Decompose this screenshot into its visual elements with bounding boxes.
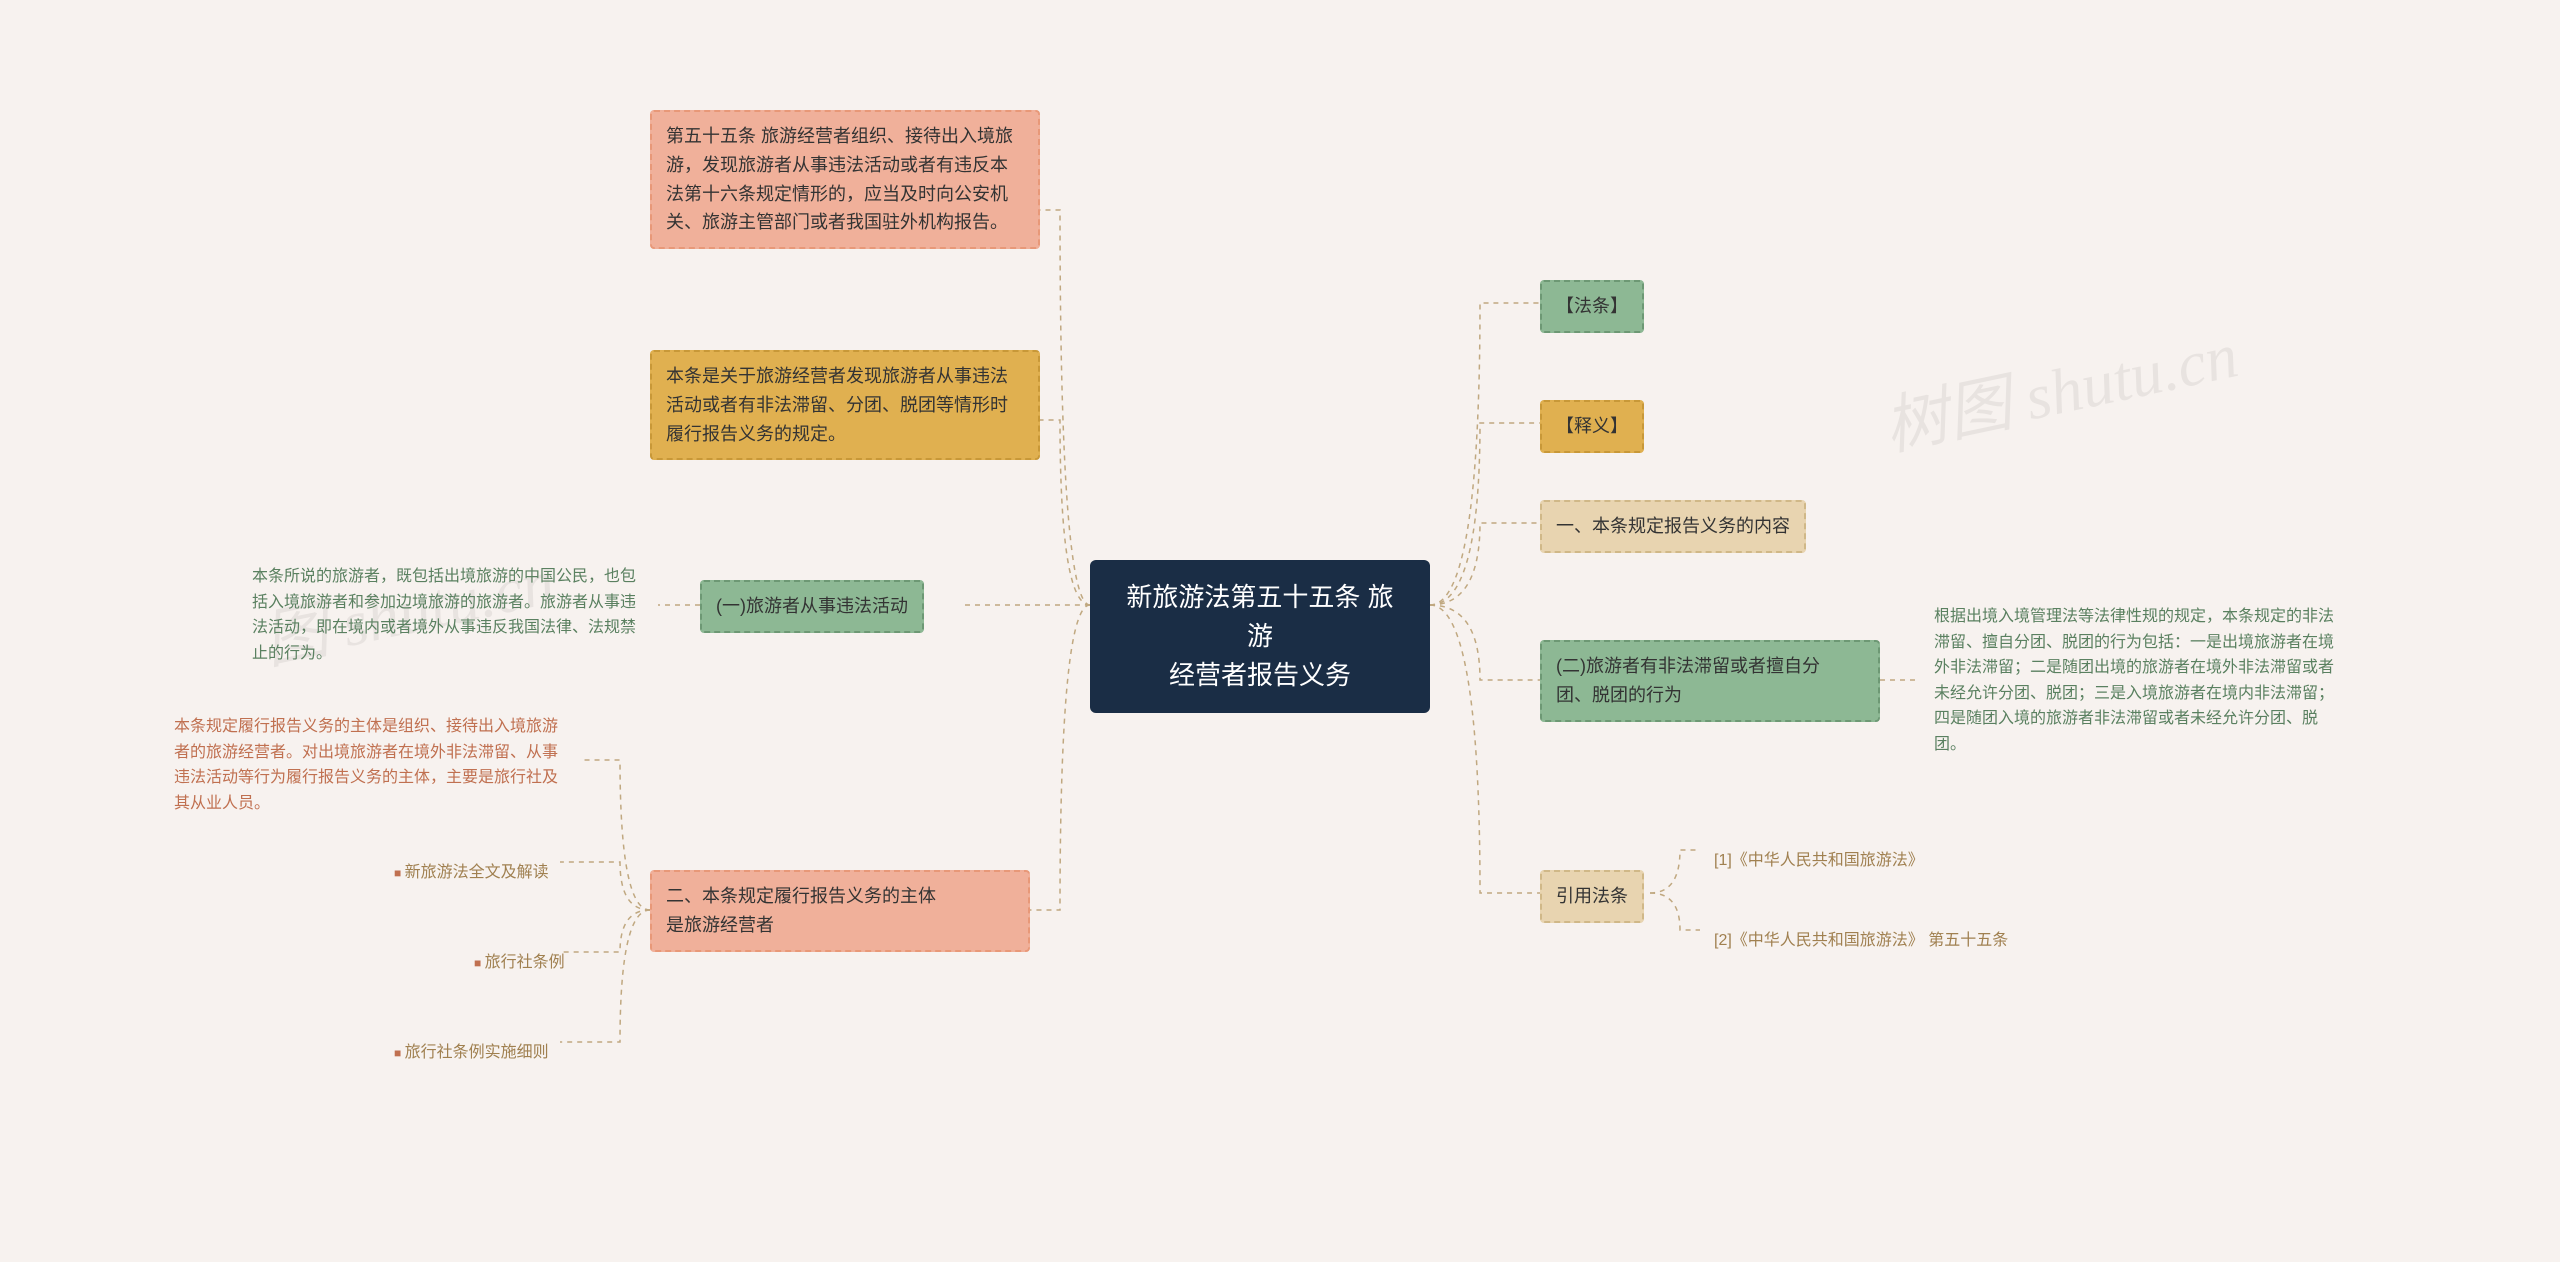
- right-law-label: 【法条】: [1540, 280, 1644, 333]
- left-ref-1: 新旅游法全文及解读: [380, 850, 563, 896]
- right-citation-2: [2]《中华人民共和国旅游法》 第五十五条: [1700, 918, 2022, 964]
- right-section-2-detail: 根据出境入境管理法等法律性规的规定，本条规定的非法滞留、擅自分团、脱团的行为包括…: [1920, 594, 2360, 768]
- right-section-2-line1: (二)旅游者有非法滞留或者擅自分: [1556, 656, 1820, 676]
- center-line1: 新旅游法第五十五条 旅游: [1126, 582, 1393, 651]
- right-interpretation-label: 【释义】: [1540, 400, 1644, 453]
- left-section-2-detail: 本条规定履行报告义务的主体是组织、接待出入境旅游者的旅游经营者。对出境旅游者在境…: [160, 704, 580, 826]
- left-section-2-line1: 二、本条规定履行报告义务的主体: [666, 886, 936, 906]
- center-node: 新旅游法第五十五条 旅游 经营者报告义务: [1090, 560, 1430, 713]
- left-section-2: 二、本条规定履行报告义务的主体 是旅游经营者: [650, 870, 1030, 952]
- left-ref-2: 旅行社条例: [460, 940, 579, 986]
- right-section-2: (二)旅游者有非法滞留或者擅自分 团、脱团的行为: [1540, 640, 1880, 722]
- right-citations-label: 引用法条: [1540, 870, 1644, 923]
- left-summary: 本条是关于旅游经营者发现旅游者从事违法活动或者有非法滞留、分团、脱团等情形时履行…: [650, 350, 1040, 460]
- right-section-2-line2: 团、脱团的行为: [1556, 685, 1682, 705]
- watermark-2: 树图 shutu.cn: [1874, 304, 2244, 469]
- left-ref-3: 旅行社条例实施细则: [380, 1030, 563, 1076]
- right-section-1: 一、本条规定报告义务的内容: [1540, 500, 1806, 553]
- center-line2: 经营者报告义务: [1169, 660, 1351, 690]
- left-section-1-detail: 本条所说的旅游者，既包括出境旅游的中国公民，也包括入境旅游者和参加边境旅游的旅游…: [238, 554, 658, 676]
- left-section-1: (一)旅游者从事违法活动: [700, 580, 924, 633]
- left-section-2-line2: 是旅游经营者: [666, 915, 774, 935]
- right-citation-1: [1]《中华人民共和国旅游法》: [1700, 838, 1938, 884]
- left-article-text: 第五十五条 旅游经营者组织、接待出入境旅游，发现旅游者从事违法活动或者有违反本法…: [650, 110, 1040, 249]
